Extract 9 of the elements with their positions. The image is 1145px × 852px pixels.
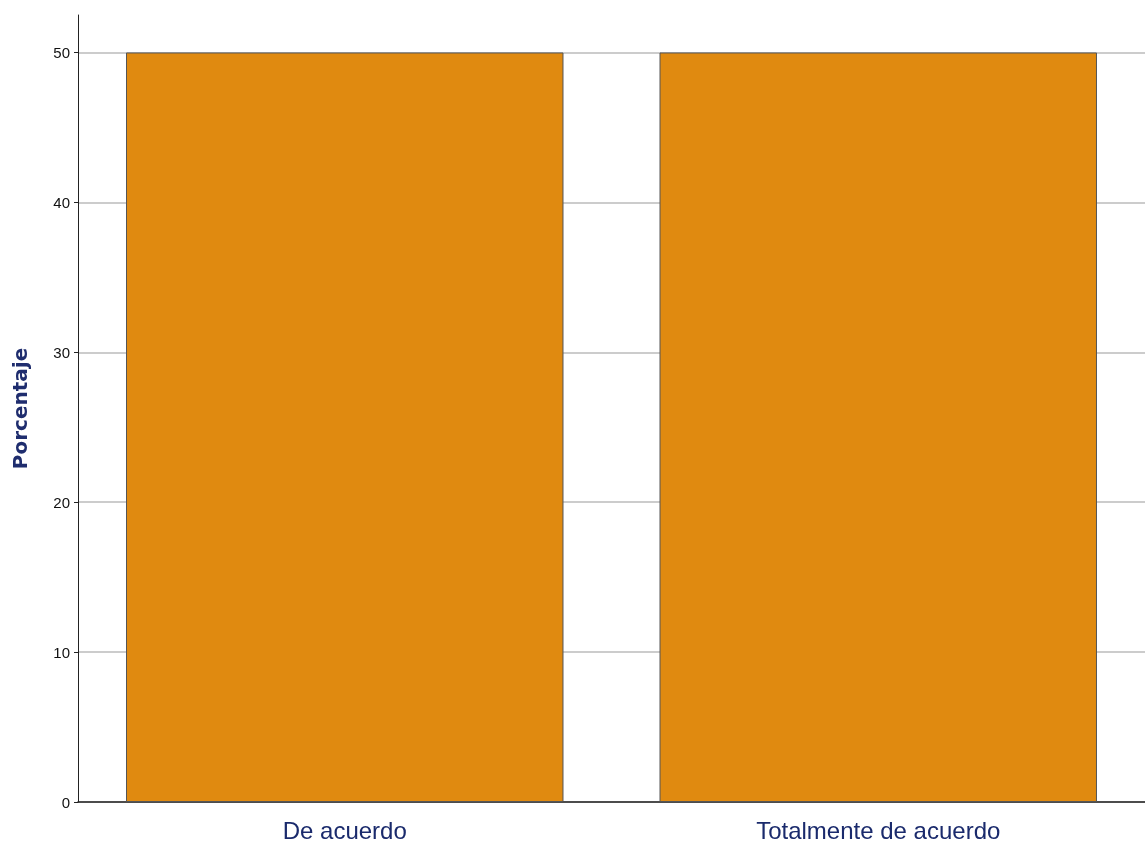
x-tick-label: Totalmente de acuerdo [756, 816, 1001, 844]
y-tick-label: 0 [61, 793, 70, 811]
y-tick-label: 10 [53, 643, 70, 661]
y-tick-label: 40 [53, 193, 70, 211]
y-tick-label: 30 [53, 343, 70, 361]
y-tick-label: 50 [53, 43, 70, 61]
y-tick-label: 20 [53, 493, 70, 511]
y-axis-title: Porcentaje [8, 347, 32, 470]
x-tick-label: De acuerdo [282, 816, 407, 844]
